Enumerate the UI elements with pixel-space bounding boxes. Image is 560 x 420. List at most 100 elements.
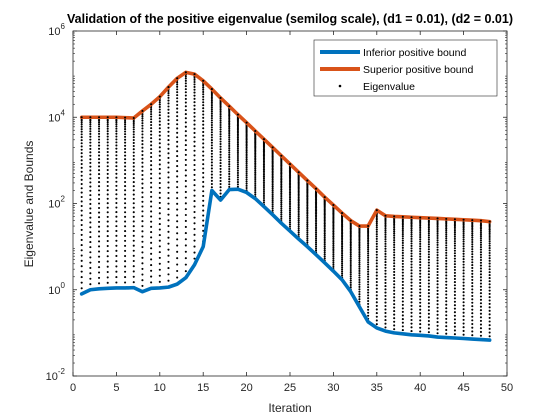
eigenvalue-point [115, 197, 118, 200]
eigenvalue-point [462, 228, 465, 231]
eigenvalue-point [141, 165, 144, 168]
eigenvalue-point [80, 259, 83, 262]
eigenvalue-point [314, 215, 318, 218]
eigenvalue-point [176, 88, 179, 91]
eigenvalue-point [436, 286, 439, 289]
eigenvalue-point [150, 252, 153, 255]
eigenvalue-point [393, 303, 396, 306]
eigenvalue-point [132, 206, 135, 209]
eigenvalue-point [453, 229, 456, 232]
eigenvalue-point [375, 319, 378, 322]
eigenvalue-point [254, 169, 257, 172]
eigenvalue-point [236, 178, 239, 181]
eigenvalue-point [393, 310, 396, 313]
eigenvalue-point [106, 215, 109, 218]
eigenvalue-point [479, 327, 483, 330]
eigenvalue-point [254, 180, 257, 183]
eigenvalue-point [106, 176, 109, 179]
eigenvalue-point [193, 222, 196, 225]
x-tick-label: 0 [70, 382, 76, 394]
eigenvalue-point [401, 280, 404, 283]
eigenvalue-point [115, 125, 118, 128]
eigenvalue-point [367, 308, 370, 311]
eigenvalue-point [419, 224, 422, 227]
eigenvalue-point [254, 157, 257, 160]
eigenvalue-point [453, 314, 456, 317]
eigenvalue-point [419, 226, 422, 229]
eigenvalue-point [453, 235, 456, 238]
eigenvalue-point-top [436, 217, 439, 220]
eigenvalue-point [132, 181, 135, 184]
eigenvalue-point [132, 122, 135, 125]
eigenvalue-point [132, 126, 135, 129]
eigenvalue-point [445, 235, 448, 238]
eigenvalue-point [141, 117, 144, 120]
eigenvalue-point [453, 287, 456, 290]
eigenvalue-point [158, 105, 161, 109]
eigenvalue-point [193, 108, 196, 111]
eigenvalue-point [228, 127, 231, 130]
eigenvalue-point [314, 237, 318, 240]
eigenvalue-point [271, 193, 274, 196]
eigenvalue-point-top [89, 116, 92, 119]
eigenvalue-point [341, 272, 344, 275]
eigenvalue-point [471, 245, 474, 248]
eigenvalue-point [306, 241, 309, 244]
eigenvalue-point [106, 239, 109, 243]
eigenvalue-point [401, 297, 404, 300]
eigenvalue-point [245, 182, 248, 185]
eigenvalue-point [124, 215, 127, 218]
eigenvalue-point [245, 158, 248, 161]
eigenvalue-point [341, 262, 344, 265]
eigenvalue-point [384, 229, 387, 232]
eigenvalue-point [167, 181, 170, 184]
eigenvalue-point [132, 215, 135, 218]
eigenvalue-point [245, 168, 248, 171]
eigenvalue-point [97, 271, 101, 274]
eigenvalue-point [219, 176, 222, 179]
eigenvalue-point [445, 310, 448, 313]
eigenvalue-point [97, 240, 101, 243]
eigenvalue-point [254, 173, 257, 176]
eigenvalue-point [176, 91, 179, 94]
eigenvalue-point [176, 127, 179, 130]
eigenvalue-point [271, 209, 274, 212]
eigenvalue-point [141, 225, 144, 228]
eigenvalue-point [158, 268, 161, 271]
eigenvalue-point [236, 161, 239, 164]
eigenvalue-point [358, 285, 361, 288]
eigenvalue-point [271, 170, 274, 173]
eigenvalue-point [419, 233, 422, 236]
eigenvalue-point [210, 176, 213, 179]
eigenvalue-point [236, 136, 239, 139]
eigenvalue-point [158, 158, 161, 162]
eigenvalue-point [479, 251, 483, 254]
eigenvalue-point [445, 244, 448, 247]
eigenvalue-point [401, 246, 404, 249]
eigenvalue-point [89, 216, 92, 219]
eigenvalue-point [323, 214, 326, 218]
eigenvalue-point [288, 196, 292, 199]
eigenvalue-point [488, 228, 491, 231]
eigenvalue-point [401, 229, 404, 232]
eigenvalue-point [384, 245, 387, 248]
eigenvalue-point [97, 189, 101, 192]
eigenvalue-point [193, 127, 196, 130]
eigenvalue-point [176, 140, 179, 143]
eigenvalue-point [445, 254, 448, 257]
eigenvalue-point [132, 259, 135, 263]
eigenvalue-point [280, 192, 283, 195]
eigenvalue-point [427, 243, 430, 246]
eigenvalue-point [202, 104, 205, 107]
eigenvalue-point [367, 261, 370, 264]
eigenvalue-point [158, 99, 161, 102]
eigenvalue-point [401, 233, 404, 236]
eigenvalue-point [184, 148, 187, 152]
eigenvalue-point [332, 225, 335, 228]
eigenvalue-point [184, 82, 187, 85]
eigenvalue-point [375, 240, 378, 243]
eigenvalue-point [384, 250, 387, 253]
eigenvalue-point [176, 107, 179, 110]
eigenvalue-point [132, 130, 135, 133]
eigenvalue-point [471, 234, 474, 237]
